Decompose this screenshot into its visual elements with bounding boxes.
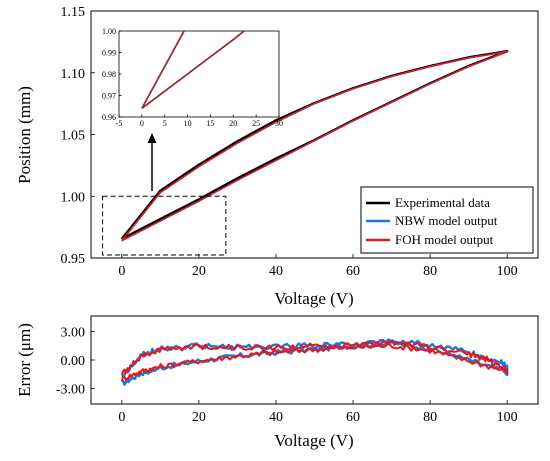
top-y-ticks: 0.95 1.00 1.05 1.10 1.15 (61, 5, 95, 267)
bottom-y-tick-label: -3.00 (56, 383, 85, 398)
inset-x-tick-label: 30 (275, 119, 283, 128)
inset-y-tick-label: 0.96 (102, 113, 116, 122)
bottom-x-tick-label: 0 (118, 410, 125, 425)
inset-x-tick-label: 10 (184, 119, 192, 128)
bottom-x-ticks: 0 20 40 60 80 100 (118, 400, 518, 425)
bottom-x-tick-label: 40 (269, 410, 283, 425)
inset-x-tick-label: 20 (229, 119, 237, 128)
top-y-tick-label: 1.10 (61, 67, 86, 82)
bottom-y-tick-label: 0.00 (61, 354, 86, 369)
bottom-series-foh-model-output (120, 339, 509, 382)
legend-label-foh: FOH model output (395, 232, 494, 247)
inset-x-tick-label: 25 (252, 119, 260, 128)
bottom-y-axis-label: Error (μm) (15, 323, 34, 397)
top-x-axis-label: Voltage (V) (274, 289, 353, 308)
inset-x-tick-label: -5 (116, 119, 123, 128)
top-x-tick-label: 0 (118, 264, 125, 279)
top-y-tick-label: 0.95 (61, 252, 86, 267)
top-x-tick-label: 40 (269, 264, 283, 279)
top-x-tick-label: 60 (346, 264, 360, 279)
inset-zoom-plot: -5 0 5 10 15 20 25 30 0.96 0.97 0.98 0.99 1.00 (102, 27, 283, 128)
bottom-y-tick-label: 3.00 (61, 325, 86, 340)
zoom-region-box (102, 195, 227, 256)
inset-y-tick-label: 0.97 (102, 92, 116, 101)
position-hysteresis-plot: 0 20 40 60 80 100 0.951.001.051.101.15 Voltag… (15, 5, 539, 308)
bottom-x-tick-label: 20 (192, 410, 206, 425)
bottom-x-axis-label: Voltage (V) (274, 431, 353, 450)
top-series-group (120, 50, 509, 242)
error-plot: 0 20 40 60 80 100 -3.00 0.00 3.00 Voltage (V) E… (15, 315, 539, 450)
bottom-series-group (120, 338, 509, 386)
zoom-arrow (147, 133, 157, 191)
bottom-y-ticks: -3.00 0.00 3.00 (56, 325, 95, 398)
top-y-axis-label: Position (mm) (15, 86, 34, 184)
bottom-x-tick-label: 80 (423, 410, 437, 425)
inset-x-ticks: -5 0 5 10 15 20 25 30 (116, 114, 283, 128)
inset-x-tick-label: 5 (163, 119, 167, 128)
bottom-x-tick-label: 100 (497, 410, 518, 425)
bottom-x-tick-label: 60 (346, 410, 360, 425)
top-x-tick-label: 80 (423, 264, 437, 279)
inset-y-tick-label: 1.00 (102, 27, 116, 36)
top-x-ticks: 0 20 40 60 80 100 (118, 254, 518, 279)
inset-plot-frame (118, 30, 280, 118)
top-x-tick-label: 20 (192, 264, 206, 279)
inset-x-tick-label: 15 (206, 119, 214, 128)
top-series-foh-model-output (121, 51, 508, 242)
inset-y-ticks: 0.96 0.97 0.98 0.99 1.00 (102, 27, 122, 122)
inset-y-tick-label: 0.99 (102, 49, 116, 58)
top-y-tick-label: 1.15 (61, 5, 86, 20)
inset-x-tick-label: 0 (140, 119, 144, 128)
legend: Experimental data NBW model output FOH m… (360, 186, 534, 254)
legend-label-experimental: Experimental data (395, 195, 490, 210)
top-x-tick-label: 100 (497, 264, 518, 279)
legend-label-nbw: NBW model output (395, 213, 498, 228)
inset-y-tick-label: 0.98 (102, 70, 116, 79)
top-y-tick-label: 1.05 (61, 129, 86, 144)
top-y-tick-label: 1.00 (61, 190, 86, 205)
